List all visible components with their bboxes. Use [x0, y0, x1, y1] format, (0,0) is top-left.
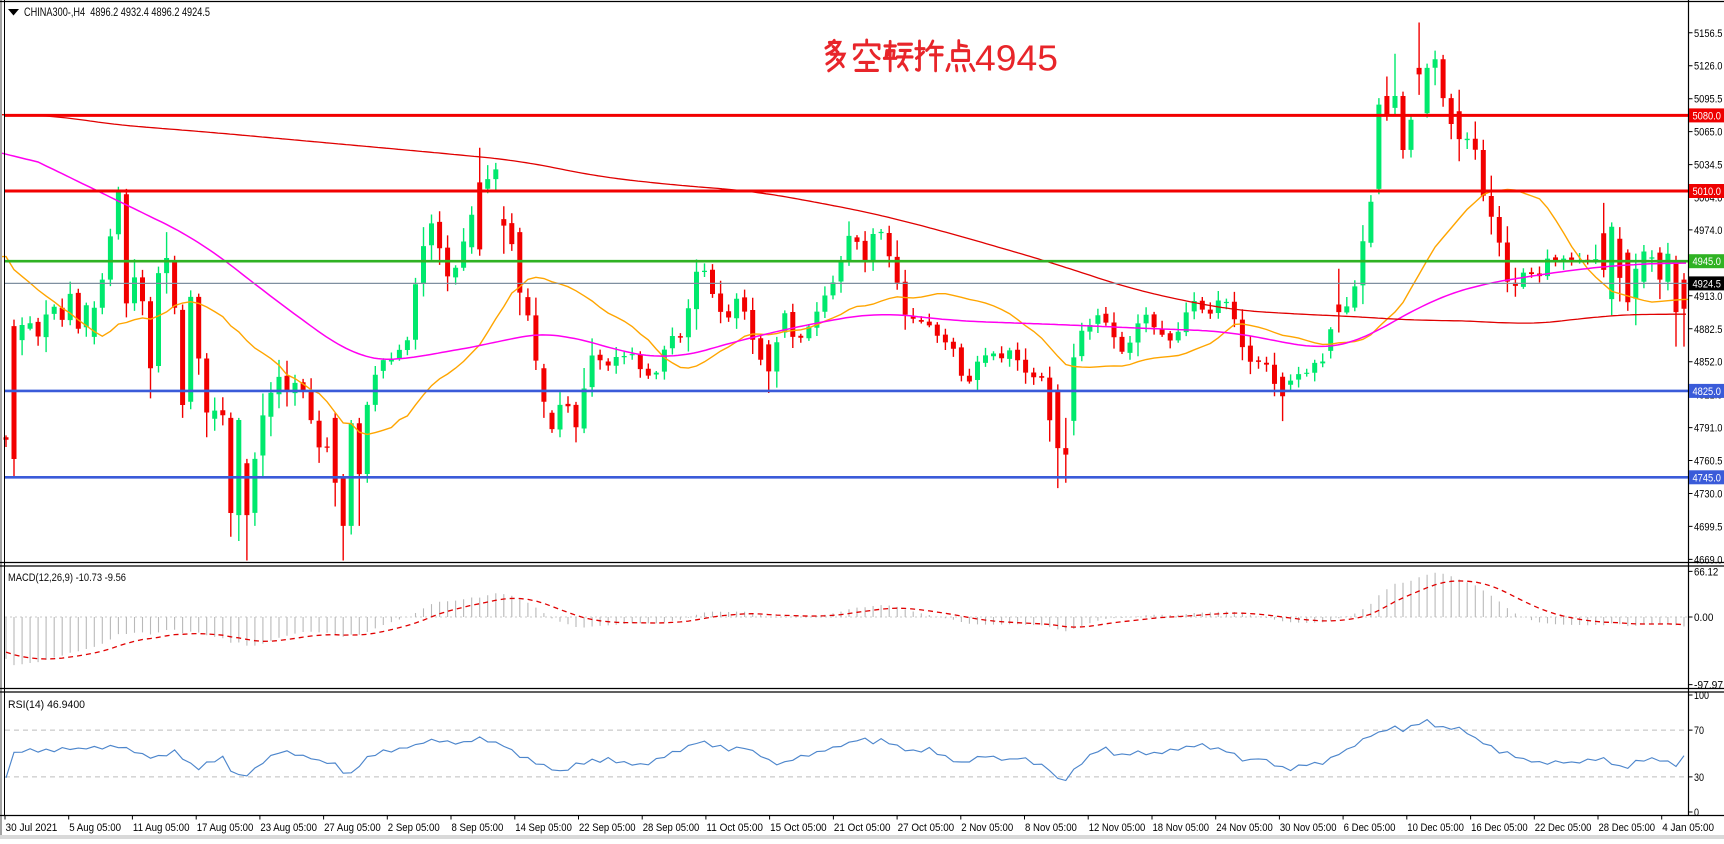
svg-text:28 Sep 05:00: 28 Sep 05:00: [643, 822, 700, 834]
svg-text:RSI(14) 46.9400: RSI(14) 46.9400: [8, 699, 85, 711]
svg-text:5065.0: 5065.0: [1694, 127, 1723, 139]
svg-text:23 Aug 05:00: 23 Aug 05:00: [260, 822, 317, 834]
svg-text:66.12: 66.12: [1694, 566, 1718, 578]
svg-text:17 Aug 05:00: 17 Aug 05:00: [197, 822, 254, 834]
svg-text:5156.5: 5156.5: [1694, 28, 1723, 40]
svg-text:100: 100: [1694, 690, 1709, 702]
svg-text:22 Dec 05:00: 22 Dec 05:00: [1535, 822, 1592, 834]
svg-text:4825.0: 4825.0: [1693, 386, 1722, 398]
svg-text:4945: 4945: [975, 38, 1058, 79]
svg-text:22 Sep 05:00: 22 Sep 05:00: [579, 822, 636, 834]
svg-text:4669.0: 4669.0: [1694, 554, 1723, 566]
svg-text:24 Nov 05:00: 24 Nov 05:00: [1216, 822, 1273, 834]
svg-text:4852.0: 4852.0: [1694, 357, 1723, 369]
svg-text:14 Sep 05:00: 14 Sep 05:00: [515, 822, 572, 834]
svg-text:16 Dec 05:00: 16 Dec 05:00: [1471, 822, 1528, 834]
svg-text:27 Oct 05:00: 27 Oct 05:00: [898, 822, 955, 834]
svg-text:5010.0: 5010.0: [1693, 186, 1722, 198]
svg-text:18 Nov 05:00: 18 Nov 05:00: [1153, 822, 1210, 834]
svg-text:4699.5: 4699.5: [1694, 521, 1723, 533]
svg-text:28 Dec 05:00: 28 Dec 05:00: [1599, 822, 1656, 834]
svg-text:0.00: 0.00: [1694, 612, 1713, 624]
svg-text:27 Aug 05:00: 27 Aug 05:00: [324, 822, 381, 834]
svg-text:11 Oct 05:00: 11 Oct 05:00: [706, 822, 763, 834]
svg-text:0: 0: [1694, 807, 1699, 819]
svg-text:30: 30: [1694, 772, 1704, 784]
svg-text:4974.0: 4974.0: [1694, 225, 1723, 237]
svg-text:4760.5: 4760.5: [1694, 456, 1723, 468]
svg-text:4791.0: 4791.0: [1694, 423, 1723, 435]
svg-text:6 Dec 05:00: 6 Dec 05:00: [1344, 822, 1396, 834]
svg-text:5126.0: 5126.0: [1694, 61, 1723, 73]
svg-text:30 Nov 05:00: 30 Nov 05:00: [1280, 822, 1337, 834]
svg-text:15 Oct 05:00: 15 Oct 05:00: [770, 822, 827, 834]
svg-text:CHINA300-,H4 4896.2 4932.4 48: CHINA300-,H4 4896.2 4932.4 4896.2 4924.5: [24, 5, 210, 19]
svg-text:5 Aug 05:00: 5 Aug 05:00: [69, 822, 121, 834]
svg-text:5034.5: 5034.5: [1694, 160, 1723, 172]
svg-text:8 Nov 05:00: 8 Nov 05:00: [1025, 822, 1077, 834]
svg-text:5095.5: 5095.5: [1694, 94, 1723, 106]
svg-text:-97.97: -97.97: [1694, 680, 1723, 692]
svg-text:11 Aug 05:00: 11 Aug 05:00: [133, 822, 190, 834]
svg-text:4945.0: 4945.0: [1693, 256, 1722, 268]
svg-text:70: 70: [1694, 725, 1704, 737]
svg-text:5080.0: 5080.0: [1693, 110, 1722, 122]
svg-text:21 Oct 05:00: 21 Oct 05:00: [834, 822, 891, 834]
svg-text:12 Nov 05:00: 12 Nov 05:00: [1089, 822, 1146, 834]
svg-text:4924.5: 4924.5: [1693, 278, 1722, 290]
svg-text:30 Jul 2021: 30 Jul 2021: [6, 822, 58, 834]
svg-text:10 Dec 05:00: 10 Dec 05:00: [1407, 822, 1464, 834]
svg-text:8 Sep 05:00: 8 Sep 05:00: [452, 822, 504, 834]
svg-text:4 Jan 05:00: 4 Jan 05:00: [1662, 822, 1714, 834]
svg-text:4730.0: 4730.0: [1694, 489, 1723, 501]
svg-text:2 Sep 05:00: 2 Sep 05:00: [388, 822, 440, 834]
svg-text:2 Nov 05:00: 2 Nov 05:00: [961, 822, 1013, 834]
svg-text:MACD(12,26,9) -10.73 -9.56: MACD(12,26,9) -10.73 -9.56: [8, 572, 126, 584]
svg-text:4882.5: 4882.5: [1694, 324, 1723, 336]
svg-text:4913.0: 4913.0: [1694, 291, 1723, 303]
svg-text:4745.0: 4745.0: [1693, 472, 1722, 484]
